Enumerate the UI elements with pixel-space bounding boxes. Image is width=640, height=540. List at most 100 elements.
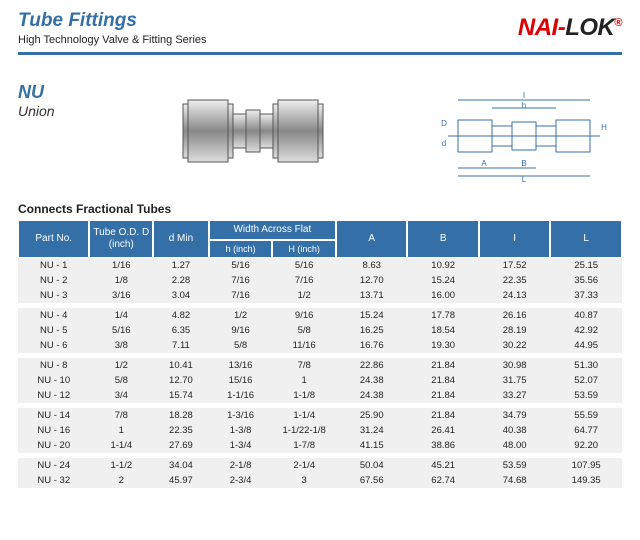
table-cell: 21.84 (407, 358, 478, 373)
table-cell: 38.86 (407, 438, 478, 453)
table-cell: NU - 14 (18, 408, 89, 423)
table-row: NU - 241-1/234.042-1/82-1/450.0445.2153.… (18, 458, 622, 473)
col-waf: Width Across Flat (209, 220, 336, 240)
table-cell: NU - 5 (18, 323, 89, 338)
table-cell: 31.24 (336, 423, 407, 438)
table-cell: 1/2 (89, 358, 153, 373)
col-dmin: d Min (153, 220, 209, 258)
table-cell: 15.24 (407, 273, 478, 288)
spec-table: Part No. Tube O.D. D (inch) d Min Width … (18, 220, 622, 488)
table-cell: 45.21 (407, 458, 478, 473)
table-cell: NU - 1 (18, 258, 89, 273)
table-cell: 3/16 (89, 288, 153, 303)
table-cell: 40.87 (550, 308, 622, 323)
logo-lok: LOK (565, 14, 614, 41)
table-cell: 9/16 (272, 308, 336, 323)
table-cell: 22.35 (153, 423, 209, 438)
table-cell: 31.75 (479, 373, 550, 388)
table-cell: 42.92 (550, 323, 622, 338)
table-cell: 1/2 (209, 308, 273, 323)
table-cell: 5/16 (272, 258, 336, 273)
table-cell: 53.59 (550, 388, 622, 403)
table-cell: 1 (89, 423, 153, 438)
table-body: NU - 11/161.275/165/168.6310.9217.5225.1… (18, 258, 622, 488)
table-row: NU - 105/812.7015/16124.3821.8431.7552.0… (18, 373, 622, 388)
table-cell: 37.33 (550, 288, 622, 303)
table-cell: 1-3/4 (209, 438, 273, 453)
table-cell: 26.16 (479, 308, 550, 323)
table-cell: NU - 10 (18, 373, 89, 388)
logo-nai: NAI (518, 14, 558, 41)
table-cell: 7/8 (272, 358, 336, 373)
col-L: L (550, 220, 622, 258)
table-cell: 67.56 (336, 473, 407, 488)
table-cell: 3/8 (89, 338, 153, 353)
dim-h: h (522, 101, 526, 110)
col-h: h (inch) (209, 240, 273, 258)
table-row: NU - 123/415.741-1/161-1/824.3821.8433.2… (18, 388, 622, 403)
table-cell: 3 (272, 473, 336, 488)
table-cell: 52.07 (550, 373, 622, 388)
dim-B: B (521, 159, 526, 168)
table-row: NU - 147/818.281-3/161-1/425.9021.8434.7… (18, 408, 622, 423)
table-cell: 6.35 (153, 323, 209, 338)
table-title: Connects Fractional Tubes (18, 202, 622, 216)
table-cell: NU - 24 (18, 458, 89, 473)
logo-reg: ® (614, 17, 622, 29)
table-cell: 16.76 (336, 338, 407, 353)
table-cell: 1-1/4 (272, 408, 336, 423)
col-B: B (407, 220, 478, 258)
table-cell: 5/8 (272, 323, 336, 338)
table-cell: 2-1/8 (209, 458, 273, 473)
table-cell: 1 (272, 373, 336, 388)
table-cell: 15.24 (336, 308, 407, 323)
table-row: NU - 81/210.4113/167/822.8621.8430.9851.… (18, 358, 622, 373)
table-cell: 1-1/4 (89, 438, 153, 453)
table-cell: 45.97 (153, 473, 209, 488)
table-cell: 5/8 (209, 338, 273, 353)
table-cell: 16.00 (407, 288, 478, 303)
table-cell: 1-1/2 (89, 458, 153, 473)
table-cell: 51.30 (550, 358, 622, 373)
table-cell: 74.68 (479, 473, 550, 488)
table-cell: 1-1/22-1/8 (272, 423, 336, 438)
col-H: H (inch) (272, 240, 336, 258)
table-cell: NU - 4 (18, 308, 89, 323)
product-section: NU Union (18, 82, 622, 198)
table-cell: 24.38 (336, 388, 407, 403)
table-cell: 21.84 (407, 408, 478, 423)
table-cell: 55.59 (550, 408, 622, 423)
table-cell: 1-3/8 (209, 423, 273, 438)
table-cell: 24.13 (479, 288, 550, 303)
dimension-diagram: D d I h H A B L (434, 86, 614, 182)
table-cell: 2.28 (153, 273, 209, 288)
table-cell: 3/4 (89, 388, 153, 403)
table-cell: 1/8 (89, 273, 153, 288)
table-cell: 13/16 (209, 358, 273, 373)
table-cell: 35.56 (550, 273, 622, 288)
table-cell: 107.95 (550, 458, 622, 473)
table-cell: 5/16 (89, 323, 153, 338)
table-row: NU - 201-1/427.691-3/41-7/841.1538.8648.… (18, 438, 622, 453)
dim-H: H (601, 123, 607, 132)
dim-L: L (522, 175, 527, 182)
table-cell: 5/16 (209, 258, 273, 273)
table-cell: 1/2 (272, 288, 336, 303)
brand-logo: NAI-LOK® (518, 14, 622, 42)
table-header: Part No. Tube O.D. D (inch) d Min Width … (18, 220, 622, 258)
table-cell: 21.84 (407, 388, 478, 403)
table-row: NU - 63/87.115/811/1616.7619.3030.2244.9… (18, 338, 622, 353)
table-cell: NU - 8 (18, 358, 89, 373)
table-cell: 28.19 (479, 323, 550, 338)
dim-D: D (441, 119, 447, 128)
dim-d: d (442, 139, 446, 148)
table-row: NU - 41/44.821/29/1615.2417.7826.1640.87 (18, 308, 622, 323)
table-cell: 53.59 (479, 458, 550, 473)
table-cell: 5/8 (89, 373, 153, 388)
table-cell: 19.30 (407, 338, 478, 353)
table-cell: 18.54 (407, 323, 478, 338)
table-cell: 1-7/8 (272, 438, 336, 453)
table-row: NU - 55/166.359/165/816.2518.5428.1942.9… (18, 323, 622, 338)
table-cell: 22.86 (336, 358, 407, 373)
table-cell: 7/8 (89, 408, 153, 423)
